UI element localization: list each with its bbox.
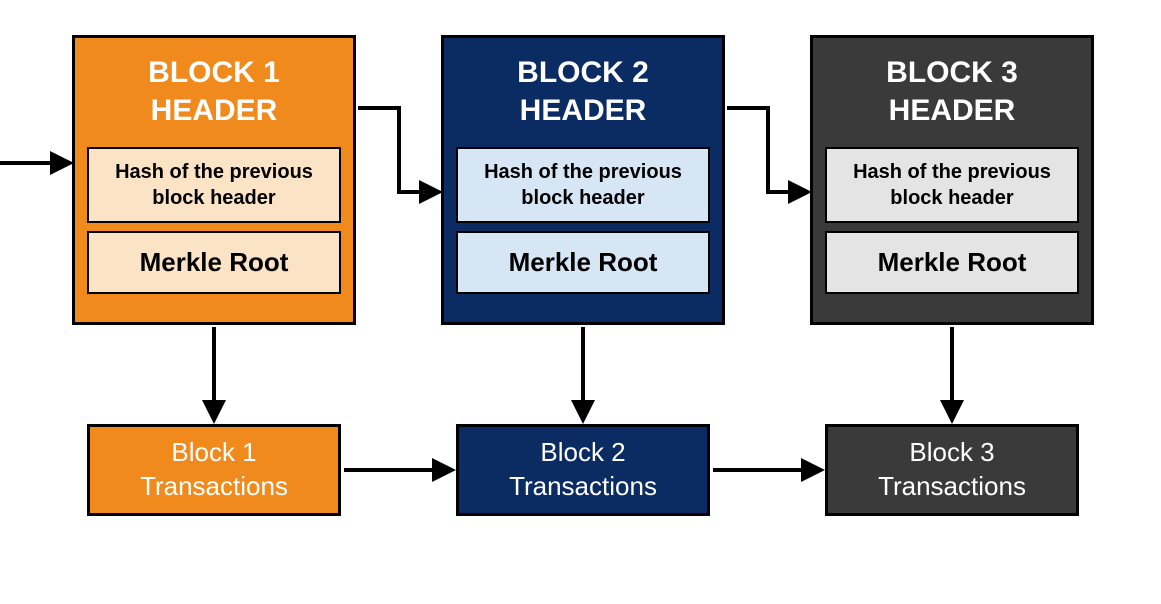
- block3-merkle-box: Merkle Root: [825, 231, 1079, 294]
- block3-hash-box: Hash of the previousblock header: [825, 147, 1079, 223]
- block3-transactions: Block 3Transactions: [825, 424, 1079, 516]
- arrow-hdr1-to-hdr2: [358, 108, 439, 192]
- block1-hash-box: Hash of the previousblock header: [87, 147, 341, 223]
- block2-header-title: BLOCK 2HEADER: [517, 54, 649, 129]
- block2-transactions: Block 2Transactions: [456, 424, 710, 516]
- block3-header: BLOCK 3HEADER Hash of the previousblock h…: [810, 35, 1094, 325]
- block1-header: BLOCK 1HEADER Hash of the previousblock h…: [72, 35, 356, 325]
- block1-merkle-box: Merkle Root: [87, 231, 341, 294]
- block2-hash-box: Hash of the previousblock header: [456, 147, 710, 223]
- block1-transactions: Block 1Transactions: [87, 424, 341, 516]
- block2-header: BLOCK 2HEADER Hash of the previousblock h…: [441, 35, 725, 325]
- block2-merkle-box: Merkle Root: [456, 231, 710, 294]
- arrow-hdr2-to-hdr3: [727, 108, 808, 192]
- block1-header-title: BLOCK 1HEADER: [148, 54, 280, 129]
- block3-header-title: BLOCK 3HEADER: [886, 54, 1018, 129]
